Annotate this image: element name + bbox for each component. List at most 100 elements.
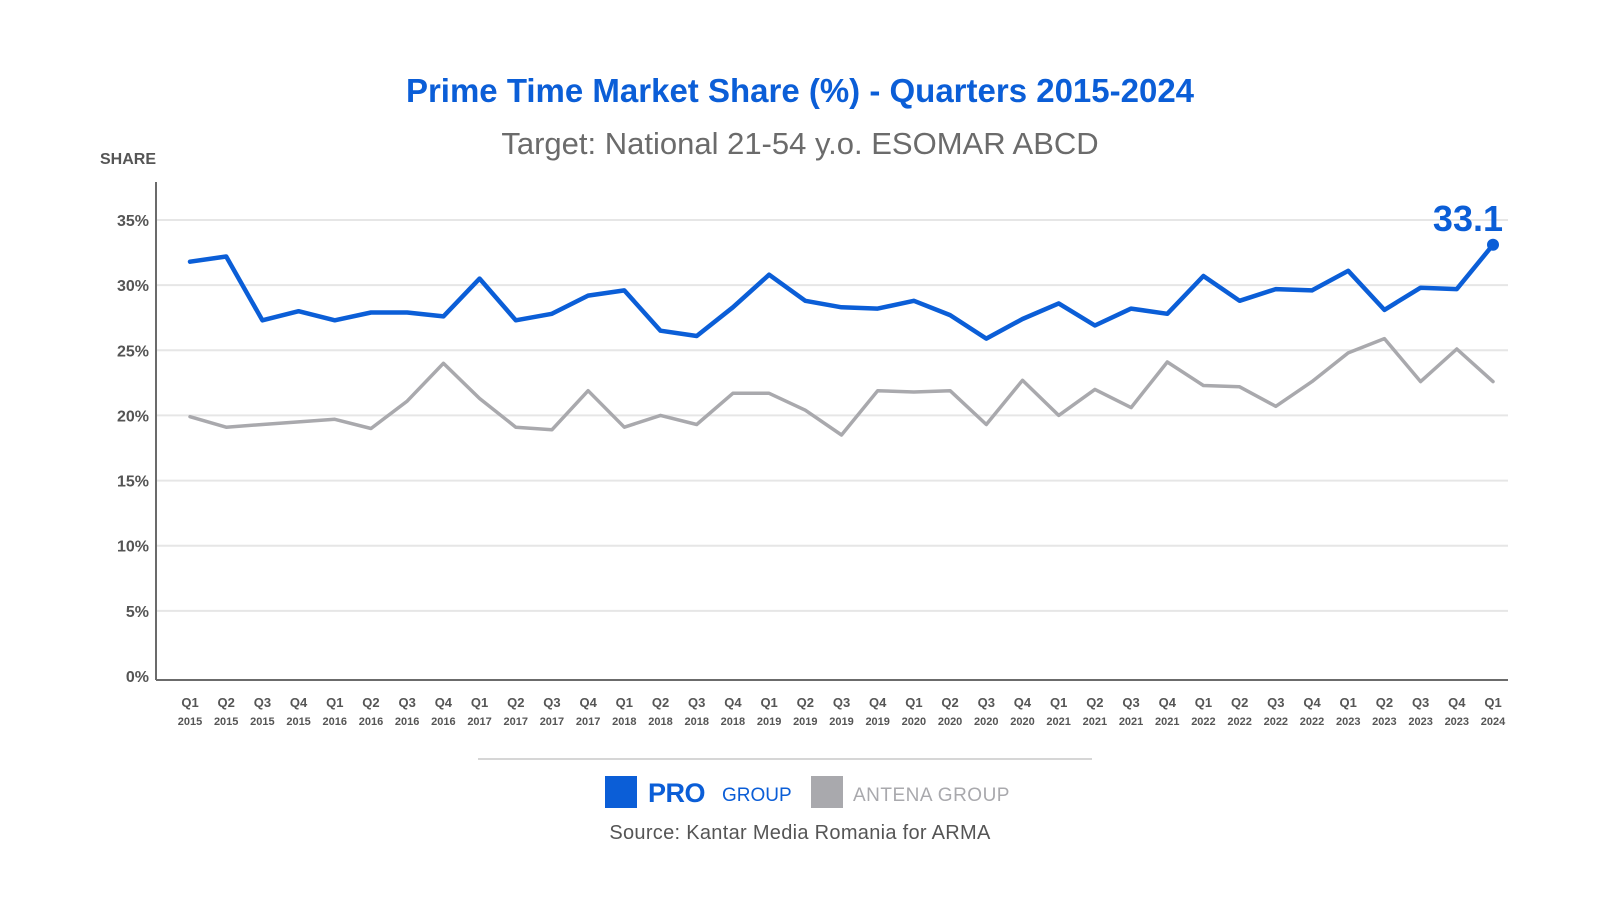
x-tick-quarter: Q1 xyxy=(760,695,777,710)
x-tick-quarter: Q1 xyxy=(1195,695,1212,710)
x-tick-year: 2023 xyxy=(1336,716,1360,728)
x-tick-quarter: Q1 xyxy=(326,695,343,710)
x-tick-year: 2019 xyxy=(829,716,853,728)
x-tick-quarter: Q1 xyxy=(1484,695,1501,710)
legend-pro-label: PRO xyxy=(648,778,706,808)
x-tick-year: 2019 xyxy=(757,716,781,728)
x-tick-year: 2015 xyxy=(178,716,202,728)
x-tick-quarter: Q2 xyxy=(797,695,814,710)
x-tick-year: 2020 xyxy=(902,716,926,728)
x-tick-year: 2021 xyxy=(1119,716,1143,728)
x-tick-quarter: Q3 xyxy=(833,695,850,710)
x-tick-quarter: Q4 xyxy=(1448,695,1466,710)
x-tick-quarter: Q1 xyxy=(471,695,488,710)
x-tick-year: 2016 xyxy=(323,716,347,728)
x-tick-year: 2016 xyxy=(431,716,455,728)
x-tick-quarter: Q2 xyxy=(218,695,235,710)
x-tick-quarter: Q4 xyxy=(869,695,887,710)
x-tick-quarter: Q3 xyxy=(688,695,705,710)
x-tick-quarter: Q4 xyxy=(579,695,597,710)
pro-group-line xyxy=(187,242,1496,341)
x-tick-year: 2023 xyxy=(1372,716,1396,728)
chart-title: Prime Time Market Share (%) - Quarters 2… xyxy=(405,72,1195,109)
x-tick-quarter: Q2 xyxy=(507,695,524,710)
x-tick-quarter: Q1 xyxy=(1050,695,1067,710)
x-tick-year: 2021 xyxy=(1083,716,1107,728)
y-tick-label: 20% xyxy=(117,408,149,425)
x-tick-quarter: Q3 xyxy=(978,695,995,710)
pro-group-swatch xyxy=(605,776,637,808)
y-tick-label: 30% xyxy=(117,278,149,295)
x-tick-quarter: Q3 xyxy=(543,695,560,710)
x-tick-quarter: Q4 xyxy=(435,695,453,710)
x-tick-year: 2018 xyxy=(721,716,745,728)
x-tick-quarter: Q2 xyxy=(941,695,958,710)
gridlines xyxy=(156,219,1508,612)
x-tick-year: 2020 xyxy=(938,716,962,728)
y-tick-labels: 0% 5% 10% 15% 20% 25% 30% 35% xyxy=(117,213,149,686)
legend-pro-sub-label: GROUP xyxy=(722,785,792,806)
x-tick-year: 2022 xyxy=(1191,716,1215,728)
x-tick-quarter: Q1 xyxy=(181,695,198,710)
x-tick-year: 2020 xyxy=(1010,716,1034,728)
x-tick-year: 2019 xyxy=(793,716,817,728)
legend: PRO GROUP ANTENA GROUP xyxy=(0,776,1600,812)
x-tick-year: 2018 xyxy=(612,716,636,728)
x-tick-year: 2016 xyxy=(359,716,383,728)
x-tick-quarter: Q1 xyxy=(1340,695,1357,710)
x-tick-quarter: Q3 xyxy=(254,695,271,710)
x-tick-quarter: Q2 xyxy=(1376,695,1393,710)
x-tick-year: 2018 xyxy=(648,716,672,728)
antena-group-line xyxy=(188,336,1495,437)
x-tick-year: 2022 xyxy=(1264,716,1288,728)
y-tick-label: 35% xyxy=(117,213,149,230)
x-tick-year: 2020 xyxy=(974,716,998,728)
x-tick-year: 2016 xyxy=(395,716,419,728)
x-tick-year: 2018 xyxy=(684,716,708,728)
x-tick-year: 2021 xyxy=(1046,716,1070,728)
x-tick-year: 2017 xyxy=(540,716,564,728)
x-tick-year: 2022 xyxy=(1300,716,1324,728)
y-tick-label: 10% xyxy=(117,539,149,556)
x-tick-year: 2022 xyxy=(1227,716,1251,728)
x-tick-year: 2015 xyxy=(286,716,310,728)
x-tick-quarter: Q3 xyxy=(1122,695,1139,710)
legend-antena-label: ANTENA GROUP xyxy=(853,785,1010,806)
y-tick-label: 5% xyxy=(126,604,149,621)
x-tick-year: 2021 xyxy=(1155,716,1179,728)
x-tick-quarter: Q3 xyxy=(398,695,415,710)
x-tick-year: 2023 xyxy=(1445,716,1469,728)
chart-subtitle: Target: National 21-54 y.o. ESOMAR ABCD xyxy=(501,126,1099,161)
x-tick-quarter: Q4 xyxy=(290,695,308,710)
x-tick-year: 2015 xyxy=(250,716,274,728)
x-tick-year: 2017 xyxy=(467,716,491,728)
x-tick-year: 2017 xyxy=(504,716,528,728)
axes xyxy=(155,182,1508,681)
antena-group-swatch xyxy=(811,776,843,808)
x-tick-labels: Q1 2015 Q2 2015 Q3 2015 Q4 2015 Q1 2016 Q2 2016 Q3 20… xyxy=(178,695,1506,728)
x-tick-quarter: Q4 xyxy=(1014,695,1032,710)
annotations: 33.1 xyxy=(1433,198,1503,251)
last-value-label: 33.1 xyxy=(1433,198,1503,239)
x-tick-quarter: Q2 xyxy=(362,695,379,710)
x-tick-year: 2023 xyxy=(1408,716,1432,728)
y-tick-label: 25% xyxy=(117,343,149,360)
x-tick-quarter: Q4 xyxy=(724,695,742,710)
x-tick-year: 2017 xyxy=(576,716,600,728)
x-tick-quarter: Q2 xyxy=(1086,695,1103,710)
source-note: Source: Kantar Media Romania for ARMA xyxy=(609,822,991,844)
x-tick-quarter: Q1 xyxy=(616,695,633,710)
last-point-marker xyxy=(1487,238,1499,251)
x-tick-year: 2024 xyxy=(1481,716,1506,728)
x-tick-quarter: Q2 xyxy=(652,695,669,710)
x-tick-year: 2015 xyxy=(214,716,238,728)
x-tick-quarter: Q2 xyxy=(1231,695,1248,710)
x-tick-quarter: Q1 xyxy=(905,695,922,710)
x-tick-quarter: Q4 xyxy=(1159,695,1177,710)
y-axis-label: SHARE xyxy=(100,151,157,168)
y-tick-label: 15% xyxy=(117,474,149,491)
x-tick-quarter: Q3 xyxy=(1412,695,1429,710)
y-tick-label: 0% xyxy=(126,669,149,686)
x-tick-quarter: Q3 xyxy=(1267,695,1284,710)
